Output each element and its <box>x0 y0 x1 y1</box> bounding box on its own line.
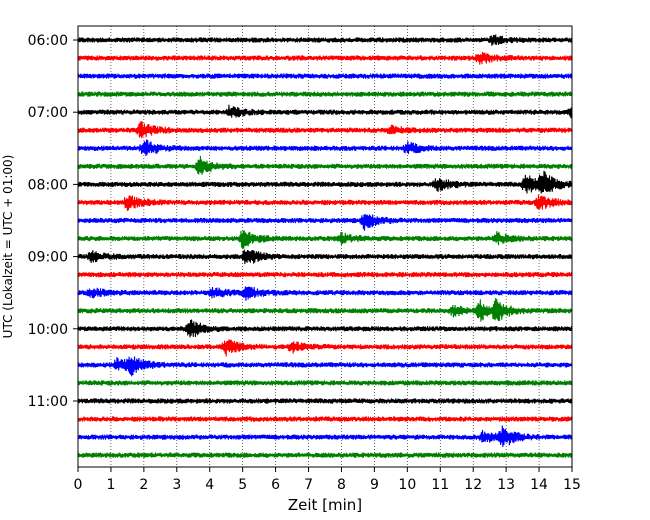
trace-1100 <box>77 397 573 405</box>
x-tick-label: 13 <box>497 477 515 493</box>
x-tick-label: 2 <box>139 477 148 493</box>
x-tick-label: 4 <box>205 477 214 493</box>
trace-0645 <box>77 91 573 98</box>
trace-0600 <box>77 34 573 46</box>
x-axis-ticks: 0 1 2 3 4 5 6 7 8 9 10 11 12 13 14 15 <box>74 467 581 493</box>
y-tick-label: 07:00 <box>28 105 68 121</box>
y-tick-label: 11:00 <box>28 394 68 410</box>
x-axis-label: Zeit [min] <box>288 496 362 514</box>
trace-0800 <box>77 170 573 194</box>
x-tick-label: 11 <box>431 477 449 493</box>
x-tick-label: 8 <box>337 477 346 493</box>
trace-1115 <box>77 416 573 422</box>
trace-0915 <box>77 271 573 278</box>
trace-0700 <box>77 104 573 119</box>
trace-0815 <box>77 194 573 211</box>
trace-0715 <box>77 121 573 139</box>
x-tick-label: 10 <box>398 477 416 493</box>
y-tick-label: 08:00 <box>28 177 68 193</box>
y-tick-label: 06:00 <box>28 33 68 49</box>
trace-0830 <box>77 213 573 231</box>
y-tick-label: 10:00 <box>28 322 68 338</box>
trace-1015 <box>77 339 573 357</box>
x-tick-label: 15 <box>563 477 581 493</box>
x-tick-label: 6 <box>271 477 280 493</box>
trace-1030 <box>77 356 573 377</box>
x-tick-label: 1 <box>106 477 115 493</box>
trace-0930 <box>77 286 573 301</box>
trace-1000 <box>77 319 573 338</box>
y-tick-label: 09:00 <box>28 250 68 266</box>
x-tick-label: 12 <box>464 477 482 493</box>
trace-0745 <box>77 155 573 175</box>
trace-1130 <box>77 425 573 448</box>
trace-0945 <box>77 297 573 322</box>
x-tick-label: 0 <box>74 477 83 493</box>
trace-1145 <box>77 452 573 458</box>
trace-0845 <box>77 230 573 249</box>
x-tick-label: 14 <box>530 477 548 493</box>
trace-0900 <box>77 249 573 265</box>
x-tick-label: 9 <box>370 477 379 493</box>
x-tick-label: 7 <box>304 477 313 493</box>
plot-frame <box>77 25 573 468</box>
x-tick-label: 3 <box>172 477 181 493</box>
trace-0615 <box>77 51 573 65</box>
trace-0730 <box>77 139 573 157</box>
y-axis-label: UTC (Lokalzeit = UTC + 01:00) <box>1 155 15 339</box>
seismic-traces <box>77 34 573 458</box>
trace-1045 <box>77 379 573 387</box>
y-axis-ticks: 06:00 07:00 08:00 09:00 10:00 11:00 <box>28 33 78 410</box>
trace-0630 <box>77 73 573 80</box>
x-tick-label: 5 <box>238 477 247 493</box>
